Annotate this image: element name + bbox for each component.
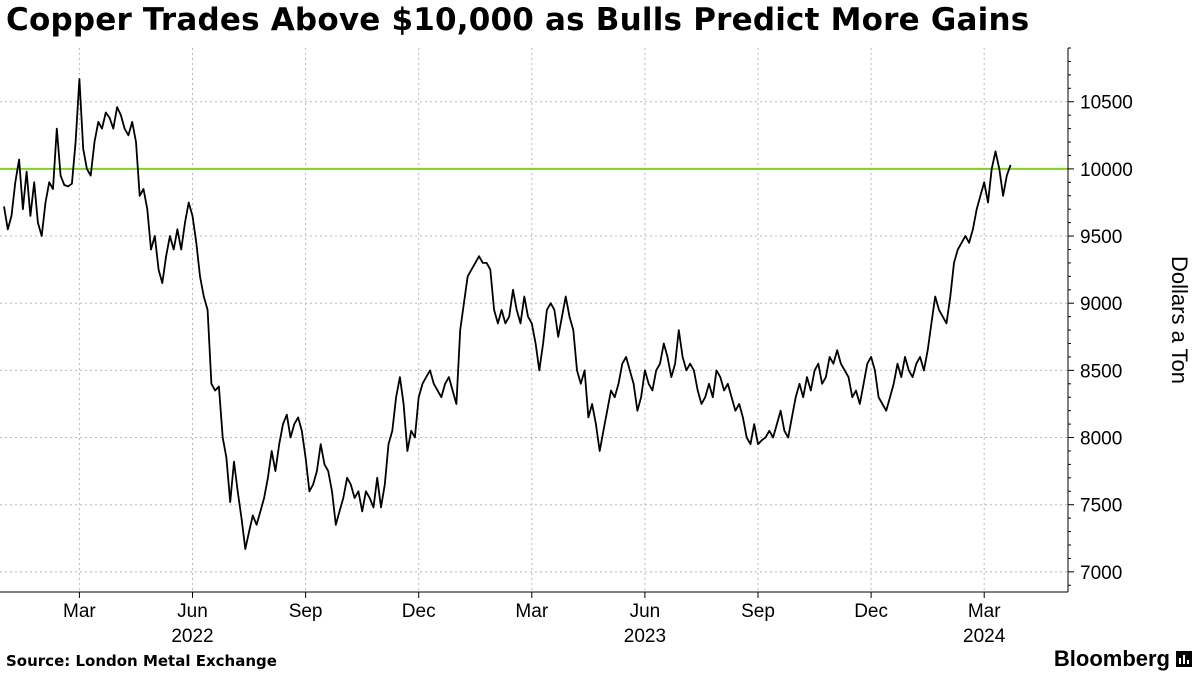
x-tick-label: Dec — [854, 601, 888, 622]
x-tick-label: Jun — [177, 601, 208, 622]
x-tick-label: Mar — [968, 601, 1001, 622]
year-label: 2022 — [171, 626, 213, 647]
copper-price-line — [3, 78, 1012, 550]
x-tick-label: Mar — [63, 601, 96, 622]
x-tick-label: Jun — [630, 601, 661, 622]
x-tick-label: Sep — [741, 601, 775, 622]
y-tick-label: 8500 — [1080, 361, 1122, 382]
year-label: 2023 — [624, 626, 666, 647]
bloomberg-mark-icon — [1176, 651, 1192, 667]
axes — [0, 47, 1074, 598]
brand-name: Bloomberg — [1053, 646, 1170, 671]
y-tick-label: 10000 — [1080, 160, 1133, 181]
x-tick-label: Dec — [402, 601, 436, 622]
y-tick-label: 9500 — [1080, 227, 1122, 248]
chart-title: Copper Trades Above $10,000 as Bulls Pre… — [6, 2, 1030, 38]
x-tick-label: Mar — [515, 601, 548, 622]
y-tick-label: 8000 — [1080, 429, 1122, 450]
year-label: 2024 — [963, 626, 1006, 647]
x-tick-label: Sep — [289, 601, 323, 622]
y-tick-label: 10500 — [1080, 93, 1133, 114]
x-tick-labels: Mar Jun Sep Dec Mar Jun Sep Dec Mar 2022 2023 2024 — [63, 601, 1006, 647]
source-note: Source: London Metal Exchange — [6, 652, 277, 670]
y-tick-label: 7000 — [1080, 563, 1122, 584]
bloomberg-logo: Bloomberg — [1054, 646, 1192, 672]
y-tick-labels: 7000 7500 8000 8500 9000 9500 10000 10500 — [1080, 93, 1133, 584]
y-tick-label: 7500 — [1080, 496, 1122, 517]
y-axis-label: Dollars a Ton — [1167, 256, 1192, 384]
y-tick-label: 9000 — [1080, 294, 1122, 315]
gridlines — [0, 48, 1068, 592]
